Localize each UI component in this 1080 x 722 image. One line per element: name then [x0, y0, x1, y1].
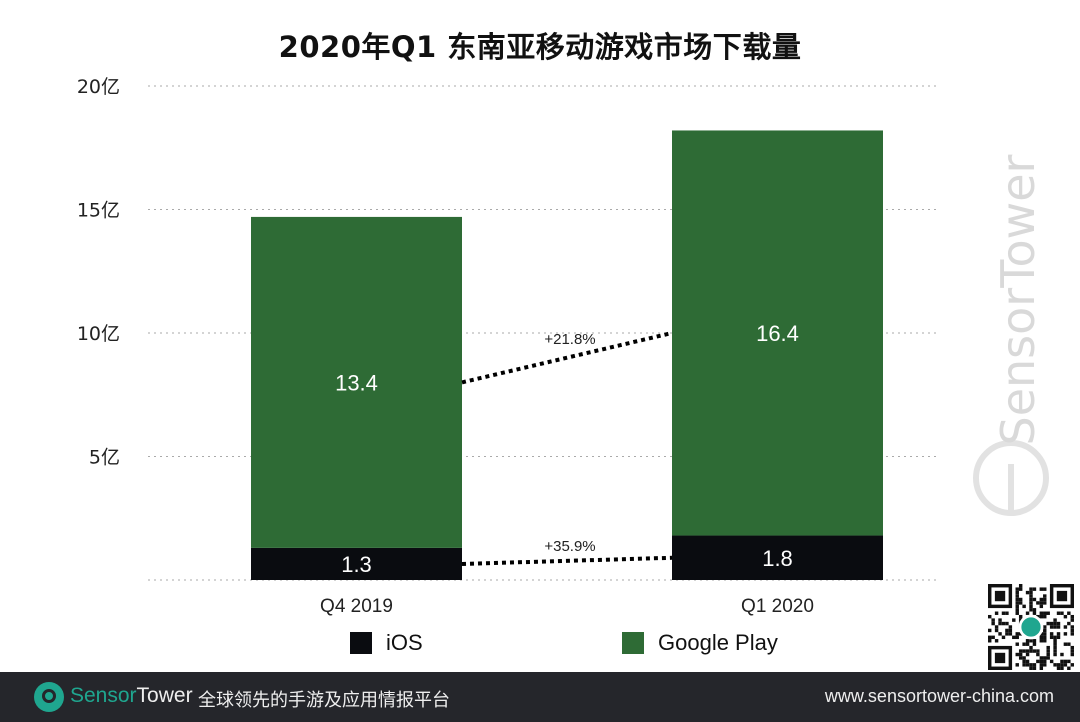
chart-title: 2020年Q1 东南亚移动游戏市场下载量: [278, 30, 802, 64]
watermark-text: SensorTower: [991, 154, 1045, 446]
legend-item-google-play: Google Play: [622, 630, 778, 656]
brand-sensor: Sensor: [70, 684, 137, 707]
sensortower-logo-icon: [34, 682, 64, 712]
footer-tagline: 全球领先的手游及应用情报平台: [198, 690, 450, 711]
footer-url: www.sensortower-china.com: [824, 686, 1054, 706]
footer-bar: SensorTower 全球领先的手游及应用情报平台 www.sensortow…: [0, 672, 1080, 722]
legend-label-google-play: Google Play: [658, 630, 778, 655]
watermark-logo-icon: [973, 440, 1049, 516]
qr-code: [988, 584, 1074, 670]
data-label: 13.4: [335, 370, 378, 395]
growth-connector: [461, 331, 673, 385]
data-label: 1.3: [341, 552, 372, 577]
brand-tower: Tower: [136, 684, 193, 707]
y-tick-label: 15亿: [77, 200, 120, 222]
data-label: 16.4: [756, 321, 799, 346]
y-tick-label: 10亿: [77, 323, 120, 345]
growth-connector: [461, 555, 673, 566]
bar-ios: [672, 535, 883, 580]
growth-annotation: +21.8%: [544, 331, 595, 348]
legend-item-ios: iOS: [350, 630, 423, 656]
x-tick-label: Q1 2020: [741, 596, 814, 617]
growth-annotation: +35.9%: [544, 538, 595, 555]
footer-brand: SensorTower: [70, 684, 193, 708]
bar-google-play: [672, 130, 883, 536]
y-tick-label: 5亿: [89, 447, 120, 469]
stacked-bar-chart: 5亿 10亿 15亿 20亿 1.3 13.4 Q4 2019 1.8 16.4 Q1 2020 +…: [77, 76, 940, 617]
data-label: 1.8: [762, 546, 793, 571]
legend-swatch-google-play: [622, 632, 644, 654]
x-tick-label: Q4 2019: [320, 596, 393, 617]
legend-swatch-ios: [350, 632, 372, 654]
bar-google-play: [251, 216, 462, 548]
bar-ios: [251, 547, 462, 580]
legend-label-ios: iOS: [386, 630, 423, 655]
y-tick-label: 20亿: [77, 76, 120, 98]
